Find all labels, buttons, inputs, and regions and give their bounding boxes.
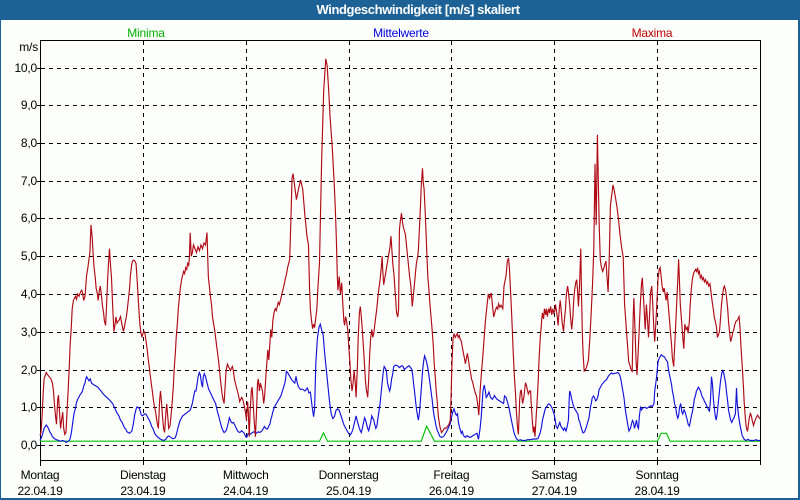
- svg-text:7,0: 7,0: [21, 174, 38, 188]
- svg-text:Mittelwerte: Mittelwerte: [373, 26, 429, 40]
- svg-text:Sonntag: Sonntag: [635, 468, 678, 482]
- svg-text:24.04.19: 24.04.19: [223, 484, 269, 498]
- svg-text:Donnerstag: Donnerstag: [319, 468, 379, 482]
- svg-text:5,0: 5,0: [21, 249, 38, 263]
- svg-text:6,0: 6,0: [21, 211, 38, 225]
- svg-text:3,0: 3,0: [21, 325, 38, 339]
- svg-text:Dienstag: Dienstag: [120, 468, 166, 482]
- svg-text:28.04.19: 28.04.19: [635, 484, 681, 498]
- svg-text:Freitag: Freitag: [433, 468, 469, 482]
- svg-text:9,0: 9,0: [21, 98, 38, 112]
- svg-text:Mittwoch: Mittwoch: [223, 468, 269, 482]
- svg-text:10,0: 10,0: [14, 61, 37, 75]
- svg-text:26.04.19: 26.04.19: [429, 484, 475, 498]
- svg-text:25.04.19: 25.04.19: [326, 484, 372, 498]
- svg-text:2,0: 2,0: [21, 363, 38, 377]
- svg-text:Samstag: Samstag: [531, 468, 577, 482]
- svg-text:8,0: 8,0: [21, 136, 38, 150]
- svg-text:0,0: 0,0: [21, 438, 38, 452]
- svg-text:22.04.19: 22.04.19: [17, 484, 63, 498]
- svg-text:Minima: Minima: [127, 26, 165, 40]
- svg-text:m/s: m/s: [19, 40, 38, 54]
- svg-text:23.04.19: 23.04.19: [120, 484, 166, 498]
- svg-text:Maxima: Maxima: [632, 26, 673, 40]
- svg-text:27.04.19: 27.04.19: [532, 484, 578, 498]
- svg-text:4,0: 4,0: [21, 287, 38, 301]
- svg-text:1,0: 1,0: [21, 400, 38, 414]
- svg-text:Montag: Montag: [21, 468, 60, 482]
